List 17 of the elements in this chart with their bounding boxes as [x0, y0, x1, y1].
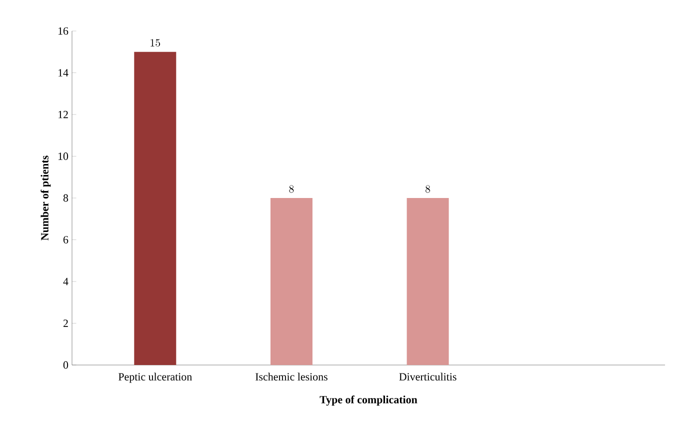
y-tick-label: 2 — [63, 320, 68, 327]
y-axis-title: Number of ptients — [40, 156, 51, 240]
x-axis-title: Type of complication — [320, 396, 418, 406]
y-tick-label: 10 — [58, 152, 68, 160]
x-tick-label: Diverticulitis — [399, 372, 456, 380]
y-tick-label: 0 — [63, 361, 68, 369]
y-tick-label: 6 — [63, 236, 68, 244]
data-label: 8 — [426, 185, 430, 193]
data-label: 15 — [150, 39, 160, 47]
y-tick-label: 14 — [58, 69, 68, 76]
y-tick-label: 16 — [58, 27, 68, 35]
y-tick-label: 8 — [63, 194, 68, 202]
y-tick-label: 12 — [58, 110, 68, 118]
y-tick-label: 4 — [63, 278, 68, 286]
x-tick-label: Ischemic lesions — [256, 372, 328, 380]
data-label: 8 — [289, 185, 294, 193]
x-tick-label: Peptic ulceration — [118, 372, 192, 383]
